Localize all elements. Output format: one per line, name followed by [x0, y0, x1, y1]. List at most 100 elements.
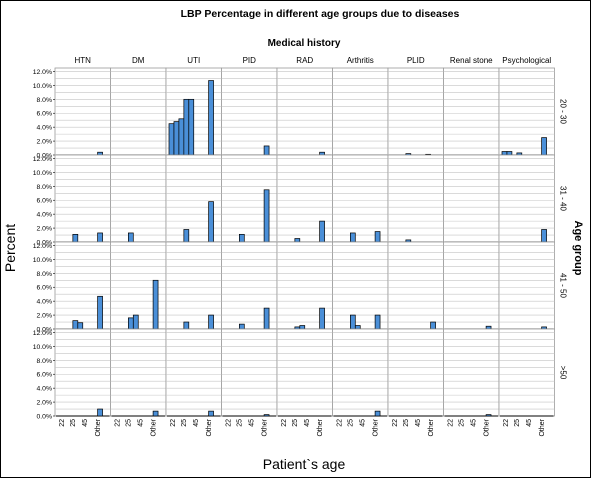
- y-tick-label: 12.0%: [33, 69, 52, 76]
- histogram-bar: [319, 151, 325, 156]
- histogram-bar: [178, 118, 185, 156]
- column-strip-label: Arthritis: [347, 56, 374, 65]
- y-tick-label: 12.0%: [33, 243, 52, 250]
- histogram-bar: [183, 229, 190, 243]
- histogram-bar: [128, 232, 134, 243]
- panel-frame: [54, 67, 111, 156]
- histogram-bar: [430, 321, 436, 330]
- y-tick-label: 8.0%: [37, 271, 53, 278]
- panel-frame: [443, 241, 500, 330]
- histogram-bar: [97, 408, 103, 417]
- x-tick-label: 45: [138, 419, 145, 427]
- histogram-bar: [239, 233, 245, 243]
- x-tick-label: 22: [281, 419, 288, 427]
- y-tick-label: 0.0%: [37, 153, 53, 160]
- panel-frame: [54, 154, 111, 243]
- x-tick-label: 45: [304, 419, 311, 427]
- y-tick-label: 2.0%: [37, 400, 53, 407]
- histogram-bar: [97, 232, 103, 243]
- histogram-bar: [501, 151, 508, 156]
- panel-frame: [54, 328, 111, 417]
- panel-frame: [165, 328, 222, 417]
- histogram-bar: [72, 233, 79, 243]
- histogram-bar: [239, 323, 245, 330]
- histogram-bar: [485, 325, 492, 330]
- y-tick-label: 12.0%: [33, 330, 52, 337]
- histogram-bar: [374, 314, 381, 330]
- y-tick-label: 8.0%: [37, 97, 53, 104]
- y-tick-label: 2.0%: [37, 226, 53, 233]
- panel-frame: [387, 67, 444, 156]
- y-tick-label: 4.0%: [37, 125, 53, 132]
- y-tick-label: 6.0%: [37, 285, 53, 292]
- x-tick-label: 22: [448, 419, 455, 427]
- x-tick-label: 25: [70, 419, 77, 427]
- x-tick-label: Other: [373, 418, 380, 436]
- histogram-bar: [485, 414, 492, 417]
- row-strip-label: >50: [559, 366, 568, 380]
- histogram-bar: [319, 307, 325, 330]
- panel-frame: [221, 67, 278, 156]
- y-tick-label: 6.0%: [37, 372, 53, 379]
- x-tick-label: 22: [337, 419, 344, 427]
- row-strip-label: 41 - 50: [559, 273, 568, 298]
- column-strip-label: DM: [132, 56, 145, 65]
- y-tick-label: 0.0%: [37, 414, 53, 421]
- x-tick-label: 45: [82, 419, 89, 427]
- x-tick-label: Other: [206, 418, 213, 436]
- histogram-bar: [132, 314, 139, 330]
- histogram-bar: [152, 410, 159, 417]
- y-tick-label: 8.0%: [37, 358, 53, 365]
- y-tick-label: 4.0%: [37, 386, 53, 393]
- histogram-bar: [263, 414, 270, 417]
- x-tick-label: Other: [95, 418, 102, 436]
- x-tick-label: 25: [459, 419, 466, 427]
- panel-frame: [498, 154, 555, 243]
- histogram-bar: [350, 232, 356, 243]
- panel-frame: [221, 328, 278, 417]
- histogram-bar: [374, 410, 381, 417]
- x-tick-label: 45: [193, 419, 200, 427]
- y-tick-label: 10.0%: [33, 83, 52, 90]
- x-tick-label: Other: [428, 418, 435, 436]
- column-strip-label: Psychological: [502, 56, 551, 65]
- histogram-bar: [128, 317, 134, 330]
- y-tick-label: 4.0%: [37, 212, 53, 219]
- x-tick-label: Other: [539, 418, 546, 436]
- histogram-bar: [541, 137, 547, 156]
- x-tick-label: 45: [360, 419, 367, 427]
- panel-frame: [332, 241, 389, 330]
- panel-frame: [110, 67, 167, 156]
- y-tick-label: 6.0%: [37, 111, 53, 118]
- histogram-bar: [294, 238, 301, 243]
- x-tick-label: 45: [471, 419, 478, 427]
- x-tick-label: 45: [249, 419, 256, 427]
- histogram-bar: [208, 314, 214, 330]
- panel-grid: 0.0% 2.0% 4.0% 6.0% 8.0% 10.0% 12.0% 20 - 30 0.0…: [33, 56, 568, 437]
- x-tick-label: Other: [151, 418, 158, 436]
- panel-frame: [443, 328, 500, 417]
- column-strip-label: HTN: [75, 56, 92, 65]
- histogram-bar: [72, 320, 79, 330]
- y-tick-label: 4.0%: [37, 299, 53, 306]
- x-tick-label: 25: [292, 419, 299, 427]
- row-strip-label: 20 - 30: [559, 99, 568, 124]
- column-strip-label: PID: [243, 56, 257, 65]
- histogram-bar: [97, 151, 103, 156]
- histogram-bar: [208, 201, 214, 243]
- column-group-label: Medical history: [268, 38, 341, 49]
- column-strip-label: PLID: [407, 56, 425, 65]
- histogram-bar: [183, 98, 190, 156]
- x-tick-label: 25: [403, 419, 410, 427]
- panel-frame: [332, 328, 389, 417]
- y-tick-label: 12.0%: [33, 156, 52, 163]
- panel-frame: [110, 154, 167, 243]
- y-tick-label: 2.0%: [37, 139, 53, 146]
- y-tick-label: 0.0%: [37, 240, 53, 247]
- x-tick-label: 25: [237, 419, 244, 427]
- histogram-bar: [319, 220, 325, 243]
- panel-frame: [498, 328, 555, 417]
- x-tick-label: 45: [526, 419, 533, 427]
- panel-frame: [276, 67, 333, 156]
- histogram-bar: [208, 80, 214, 156]
